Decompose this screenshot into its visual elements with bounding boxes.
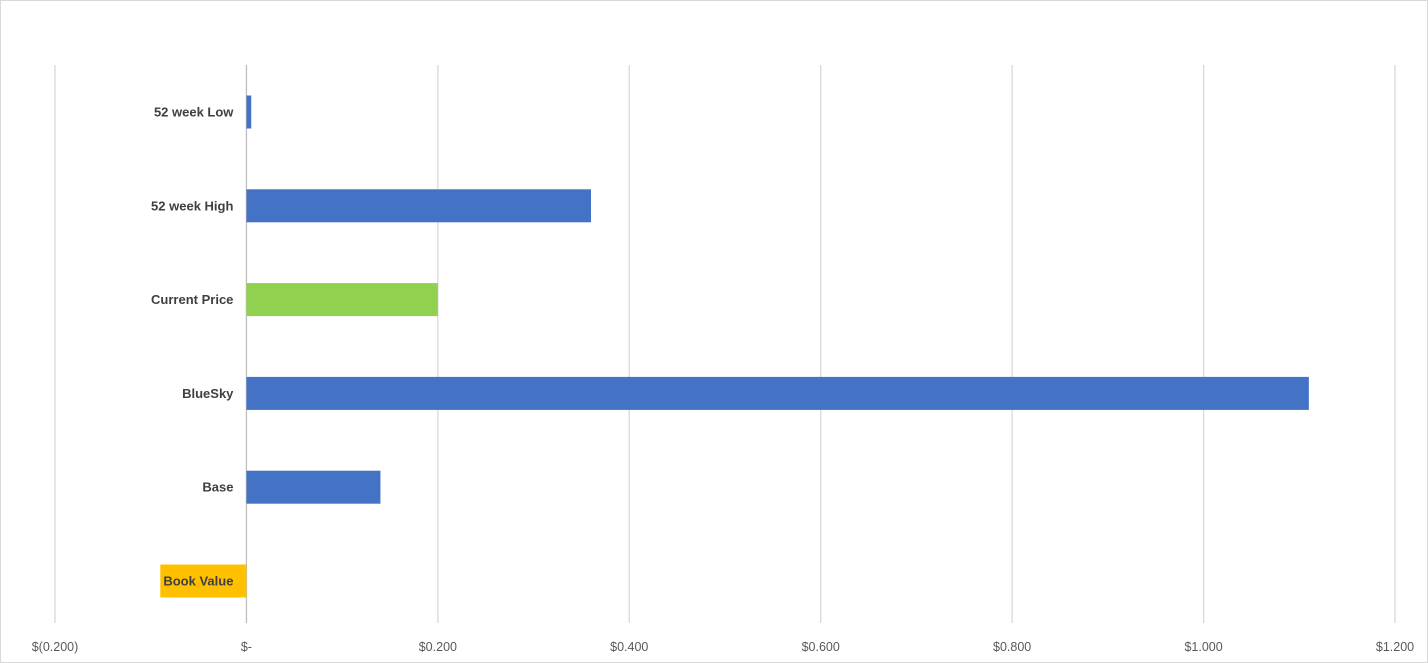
category-label: Book Value <box>163 574 233 589</box>
x-tick-label: $(0.200) <box>32 640 79 654</box>
x-tick-label: $- <box>241 640 252 654</box>
bar-52-week-low <box>246 95 252 129</box>
bar-base <box>246 470 381 504</box>
category-label: Base <box>202 480 233 495</box>
category-label: 52 week High <box>151 198 233 213</box>
x-tick-label: $0.600 <box>802 640 840 654</box>
bar-bluesky <box>246 376 1309 410</box>
category-label: BlueSky <box>182 386 234 401</box>
x-tick-label: $1.000 <box>1184 640 1222 654</box>
bar-52-week-high <box>246 189 591 223</box>
category-label: 52 week Low <box>154 105 234 120</box>
x-tick-label: $0.200 <box>419 640 457 654</box>
bar-current-price <box>246 283 438 317</box>
category-label: Current Price <box>151 292 233 307</box>
x-tick-label: $0.800 <box>993 640 1031 654</box>
bar-book-value <box>160 564 247 598</box>
x-tick-label: $0.400 <box>610 640 648 654</box>
x-tick-label: $1.200 <box>1376 640 1414 654</box>
